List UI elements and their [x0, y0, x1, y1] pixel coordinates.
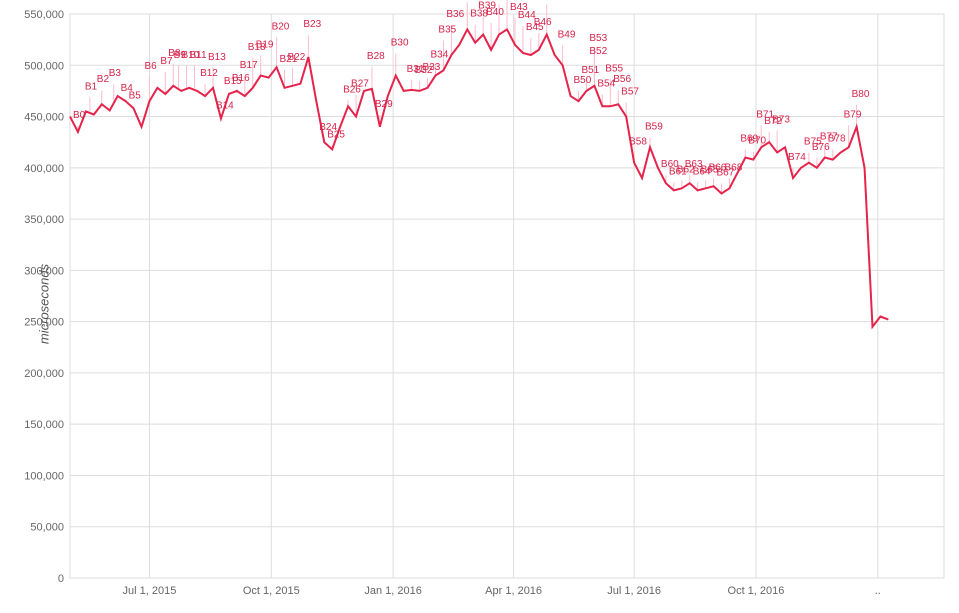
series-marker-label: B19 — [256, 40, 274, 51]
y-tick-label: 0 — [58, 573, 64, 585]
x-tick-label: Jul 1, 2015 — [123, 585, 177, 597]
series-marker-label: B29 — [375, 99, 393, 110]
series-marker-label: B46 — [534, 17, 552, 28]
series-marker-label: B79 — [844, 109, 862, 120]
y-tick-label: 500,000 — [24, 60, 64, 72]
y-tick-label: 150,000 — [24, 419, 64, 431]
chart-container: microseconds 050,000100,000150,000200,00… — [0, 0, 959, 608]
series-marker-label: B30 — [391, 38, 409, 49]
series-marker-label: B23 — [303, 19, 321, 30]
y-tick-label: 400,000 — [24, 163, 64, 175]
series-marker-label: B1 — [85, 81, 98, 92]
y-tick-label: 200,000 — [24, 368, 64, 380]
y-tick-label: 550,000 — [24, 9, 64, 21]
series-marker-label: B52 — [589, 46, 607, 57]
series-marker-label: B80 — [852, 89, 870, 100]
series-marker-label: B3 — [109, 68, 122, 79]
y-tick-label: 450,000 — [24, 112, 64, 124]
series-marker-label: B56 — [613, 74, 631, 85]
series-marker-label: B2 — [97, 74, 110, 85]
series-marker-label: B50 — [574, 75, 592, 86]
series-marker-label: B13 — [208, 52, 226, 63]
y-axis-label: microseconds — [37, 264, 52, 344]
series-marker-label: B58 — [629, 137, 647, 148]
series-marker-label: B33 — [423, 62, 441, 73]
series-marker-label: B0 — [73, 110, 86, 121]
series-marker-label: B27 — [351, 79, 369, 90]
series-marker-label: B73 — [772, 114, 790, 125]
series-marker-label: B51 — [581, 65, 599, 76]
series-marker-label: B49 — [558, 29, 576, 40]
series-marker-label: B74 — [788, 152, 806, 163]
series-marker-label: B35 — [438, 24, 456, 35]
series-marker-label: B6 — [144, 61, 157, 72]
series-marker-label: B57 — [621, 87, 639, 98]
series-marker-label: B55 — [605, 63, 623, 74]
series-marker-label: B5 — [129, 90, 142, 101]
chart-svg: 050,000100,000150,000200,000250,000300,0… — [0, 0, 959, 608]
series-marker-label: B53 — [589, 33, 607, 44]
series-marker-label: B16 — [232, 73, 250, 84]
series-marker-label: B25 — [327, 129, 345, 140]
series-marker-label: B34 — [430, 50, 448, 61]
x-tick-label: Apr 1, 2016 — [485, 585, 542, 597]
y-tick-label: 350,000 — [24, 214, 64, 226]
series-marker-label: B36 — [446, 9, 464, 20]
series-marker-label: B17 — [240, 60, 258, 71]
series-marker-label: B28 — [367, 51, 385, 62]
series-marker-label: B70 — [748, 136, 766, 147]
series-marker-label: B12 — [200, 68, 218, 79]
series-marker-label: B20 — [272, 21, 290, 32]
x-tick-label: Oct 1, 2016 — [728, 585, 785, 597]
series-marker-label: B40 — [486, 7, 504, 18]
y-tick-label: 100,000 — [24, 470, 64, 482]
x-tick-label: .. — [875, 585, 881, 597]
x-tick-label: Jan 1, 2016 — [364, 585, 422, 597]
y-tick-label: 50,000 — [30, 522, 64, 534]
x-tick-label: Jul 1, 2016 — [607, 585, 661, 597]
series-marker-label: B78 — [828, 134, 846, 145]
series-marker-label: B59 — [645, 121, 663, 132]
series-marker-label: B14 — [216, 101, 234, 112]
x-tick-label: Oct 1, 2015 — [243, 585, 300, 597]
series-marker-label: B68 — [724, 162, 742, 173]
series-marker-label: B22 — [287, 52, 305, 63]
series-marker-label: B11 — [189, 50, 206, 61]
